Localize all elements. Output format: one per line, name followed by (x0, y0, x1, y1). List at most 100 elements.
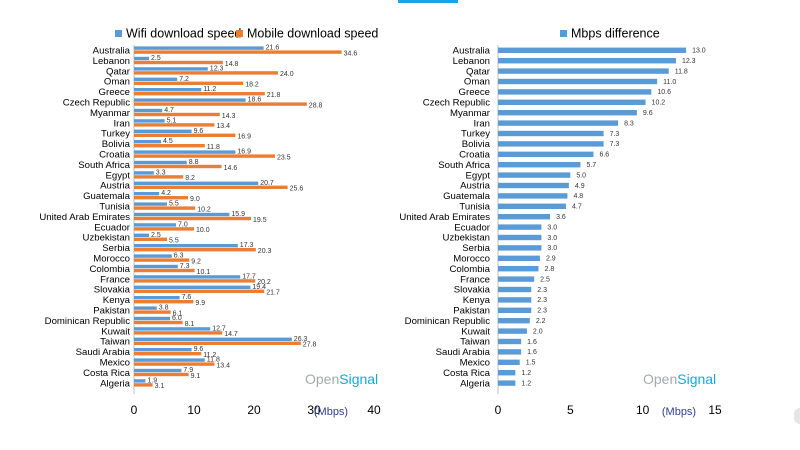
wifi-value-label: 8.8 (189, 159, 199, 166)
wifi-bar (134, 244, 238, 248)
difference-value-label: 7.3 (610, 141, 620, 148)
mobile-bar (134, 50, 342, 54)
wifi-bar (134, 316, 170, 321)
difference-value-label: 2.3 (537, 308, 547, 315)
category-label: Kuwait (101, 326, 130, 337)
category-label: Colombia (449, 264, 490, 275)
wifi-bar (134, 46, 264, 50)
mobile-value-label: 24.0 (280, 71, 294, 78)
mobile-value-label: 19.5 (253, 217, 267, 224)
mobile-value-label: 16.9 (237, 134, 251, 141)
mobile-bar (134, 268, 195, 273)
category-label: Pakistan (93, 306, 130, 317)
difference-value-label: 7.3 (610, 131, 620, 138)
difference-bar (498, 276, 535, 282)
difference-bar (498, 172, 571, 178)
x-tick-label: 20 (247, 403, 261, 417)
difference-bar (498, 141, 604, 147)
mobile-bar (134, 144, 205, 148)
wifi-bar (134, 368, 182, 373)
category-label: Bolivia (102, 139, 131, 150)
difference-value-label: 12.3 (682, 58, 696, 65)
category-label: France (100, 274, 130, 285)
difference-bar (498, 120, 619, 126)
mobile-bar (134, 133, 236, 137)
wifi-value-label: 4.2 (161, 190, 171, 197)
wifi-value-label: 7.3 (180, 263, 190, 270)
mobile-value-label: 28.8 (309, 102, 323, 109)
wifi-value-label: 7.2 (179, 76, 189, 83)
category-label: Slovakia (94, 285, 131, 296)
wifi-value-label: 11.2 (203, 86, 216, 93)
category-label: Saudi Arabia (76, 347, 131, 358)
category-label: Uzbekistan (443, 233, 490, 244)
wifi-value-label: 15.9 (231, 211, 245, 218)
difference-bar (498, 349, 522, 355)
wifi-value-label: 17.3 (240, 242, 254, 249)
x-tick-label: 30 (307, 403, 321, 417)
wifi-value-label: 12.7 (212, 325, 226, 332)
legend-label: Wifi download speed (126, 27, 241, 41)
mobile-bar (134, 185, 288, 189)
category-label: Taiwan (100, 337, 130, 348)
category-label: Pakistan (453, 306, 490, 317)
difference-bar (498, 255, 540, 261)
mobile-value-label: 21.7 (266, 290, 280, 297)
category-label: Tunisia (459, 202, 490, 213)
category-label: Saudi Arabia (436, 347, 491, 358)
wifi-value-label: 5.1 (167, 117, 177, 124)
title-accent-bar (398, 0, 458, 3)
difference-value-label: 2.2 (536, 318, 546, 325)
difference-value-label: 3.0 (547, 245, 557, 252)
mobile-value-label: 11.2 (203, 352, 216, 359)
wifi-bar (134, 285, 251, 289)
difference-value-label: 1.6 (527, 339, 537, 346)
wifi-value-label: 12.3 (210, 65, 224, 72)
category-label: Costa Rica (83, 368, 131, 379)
mobile-bar (134, 248, 256, 252)
wifi-bar (134, 171, 154, 175)
category-label: Guatemala (83, 191, 131, 202)
x-tick-label: 10 (187, 403, 201, 417)
mobile-value-label: 14.7 (224, 331, 238, 338)
wifi-bar (134, 88, 202, 92)
category-label: Lebanon (93, 56, 130, 67)
category-label: Morocco (453, 254, 490, 265)
difference-bar (498, 266, 539, 272)
mobile-bar (134, 320, 183, 325)
wifi-value-label: 7.9 (183, 367, 193, 374)
mobile-value-label: 10.1 (197, 269, 211, 276)
wifi-bar (134, 160, 187, 165)
difference-value-label: 2.9 (546, 256, 556, 263)
mobile-value-label: 3.1 (155, 383, 165, 390)
category-label: Czech Republic (63, 98, 130, 109)
mobile-value-label: 13.4 (216, 362, 230, 369)
difference-value-label: 10.2 (652, 100, 666, 107)
wifi-value-label: 2.5 (151, 232, 161, 239)
mobile-value-label: 23.5 (277, 154, 291, 161)
wifi-value-label: 3.8 (159, 305, 169, 312)
scroll-edge-indicator[interactable] (794, 408, 800, 424)
x-tick-label: 0 (131, 403, 138, 417)
difference-bar (498, 162, 581, 168)
wifi-bar (134, 108, 163, 113)
difference-value-label: 4.9 (575, 183, 585, 190)
wifi-bar (134, 264, 178, 269)
mobile-bar (134, 372, 189, 377)
difference-value-label: 5.0 (576, 172, 586, 179)
difference-bar (498, 318, 530, 324)
mobile-bar (134, 216, 251, 221)
category-label: Greece (99, 87, 130, 98)
wifi-bar (134, 181, 259, 185)
wifi-value-label: 9.6 (194, 346, 204, 353)
wifi-bar (134, 140, 161, 144)
wifi-bar (134, 348, 192, 352)
difference-value-label: 3.6 (556, 214, 566, 221)
wifi-bar (134, 77, 178, 81)
mobile-bar (134, 154, 275, 158)
difference-value-label: 13.0 (692, 48, 706, 55)
difference-bar (498, 297, 532, 303)
category-label: Croatia (459, 150, 491, 161)
wifi-value-label: 7.0 (178, 221, 188, 228)
category-label: France (460, 274, 490, 285)
